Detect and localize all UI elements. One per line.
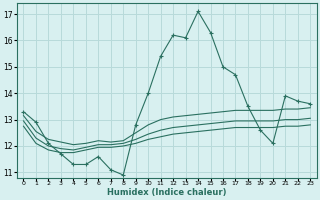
X-axis label: Humidex (Indice chaleur): Humidex (Indice chaleur) bbox=[107, 188, 227, 197]
